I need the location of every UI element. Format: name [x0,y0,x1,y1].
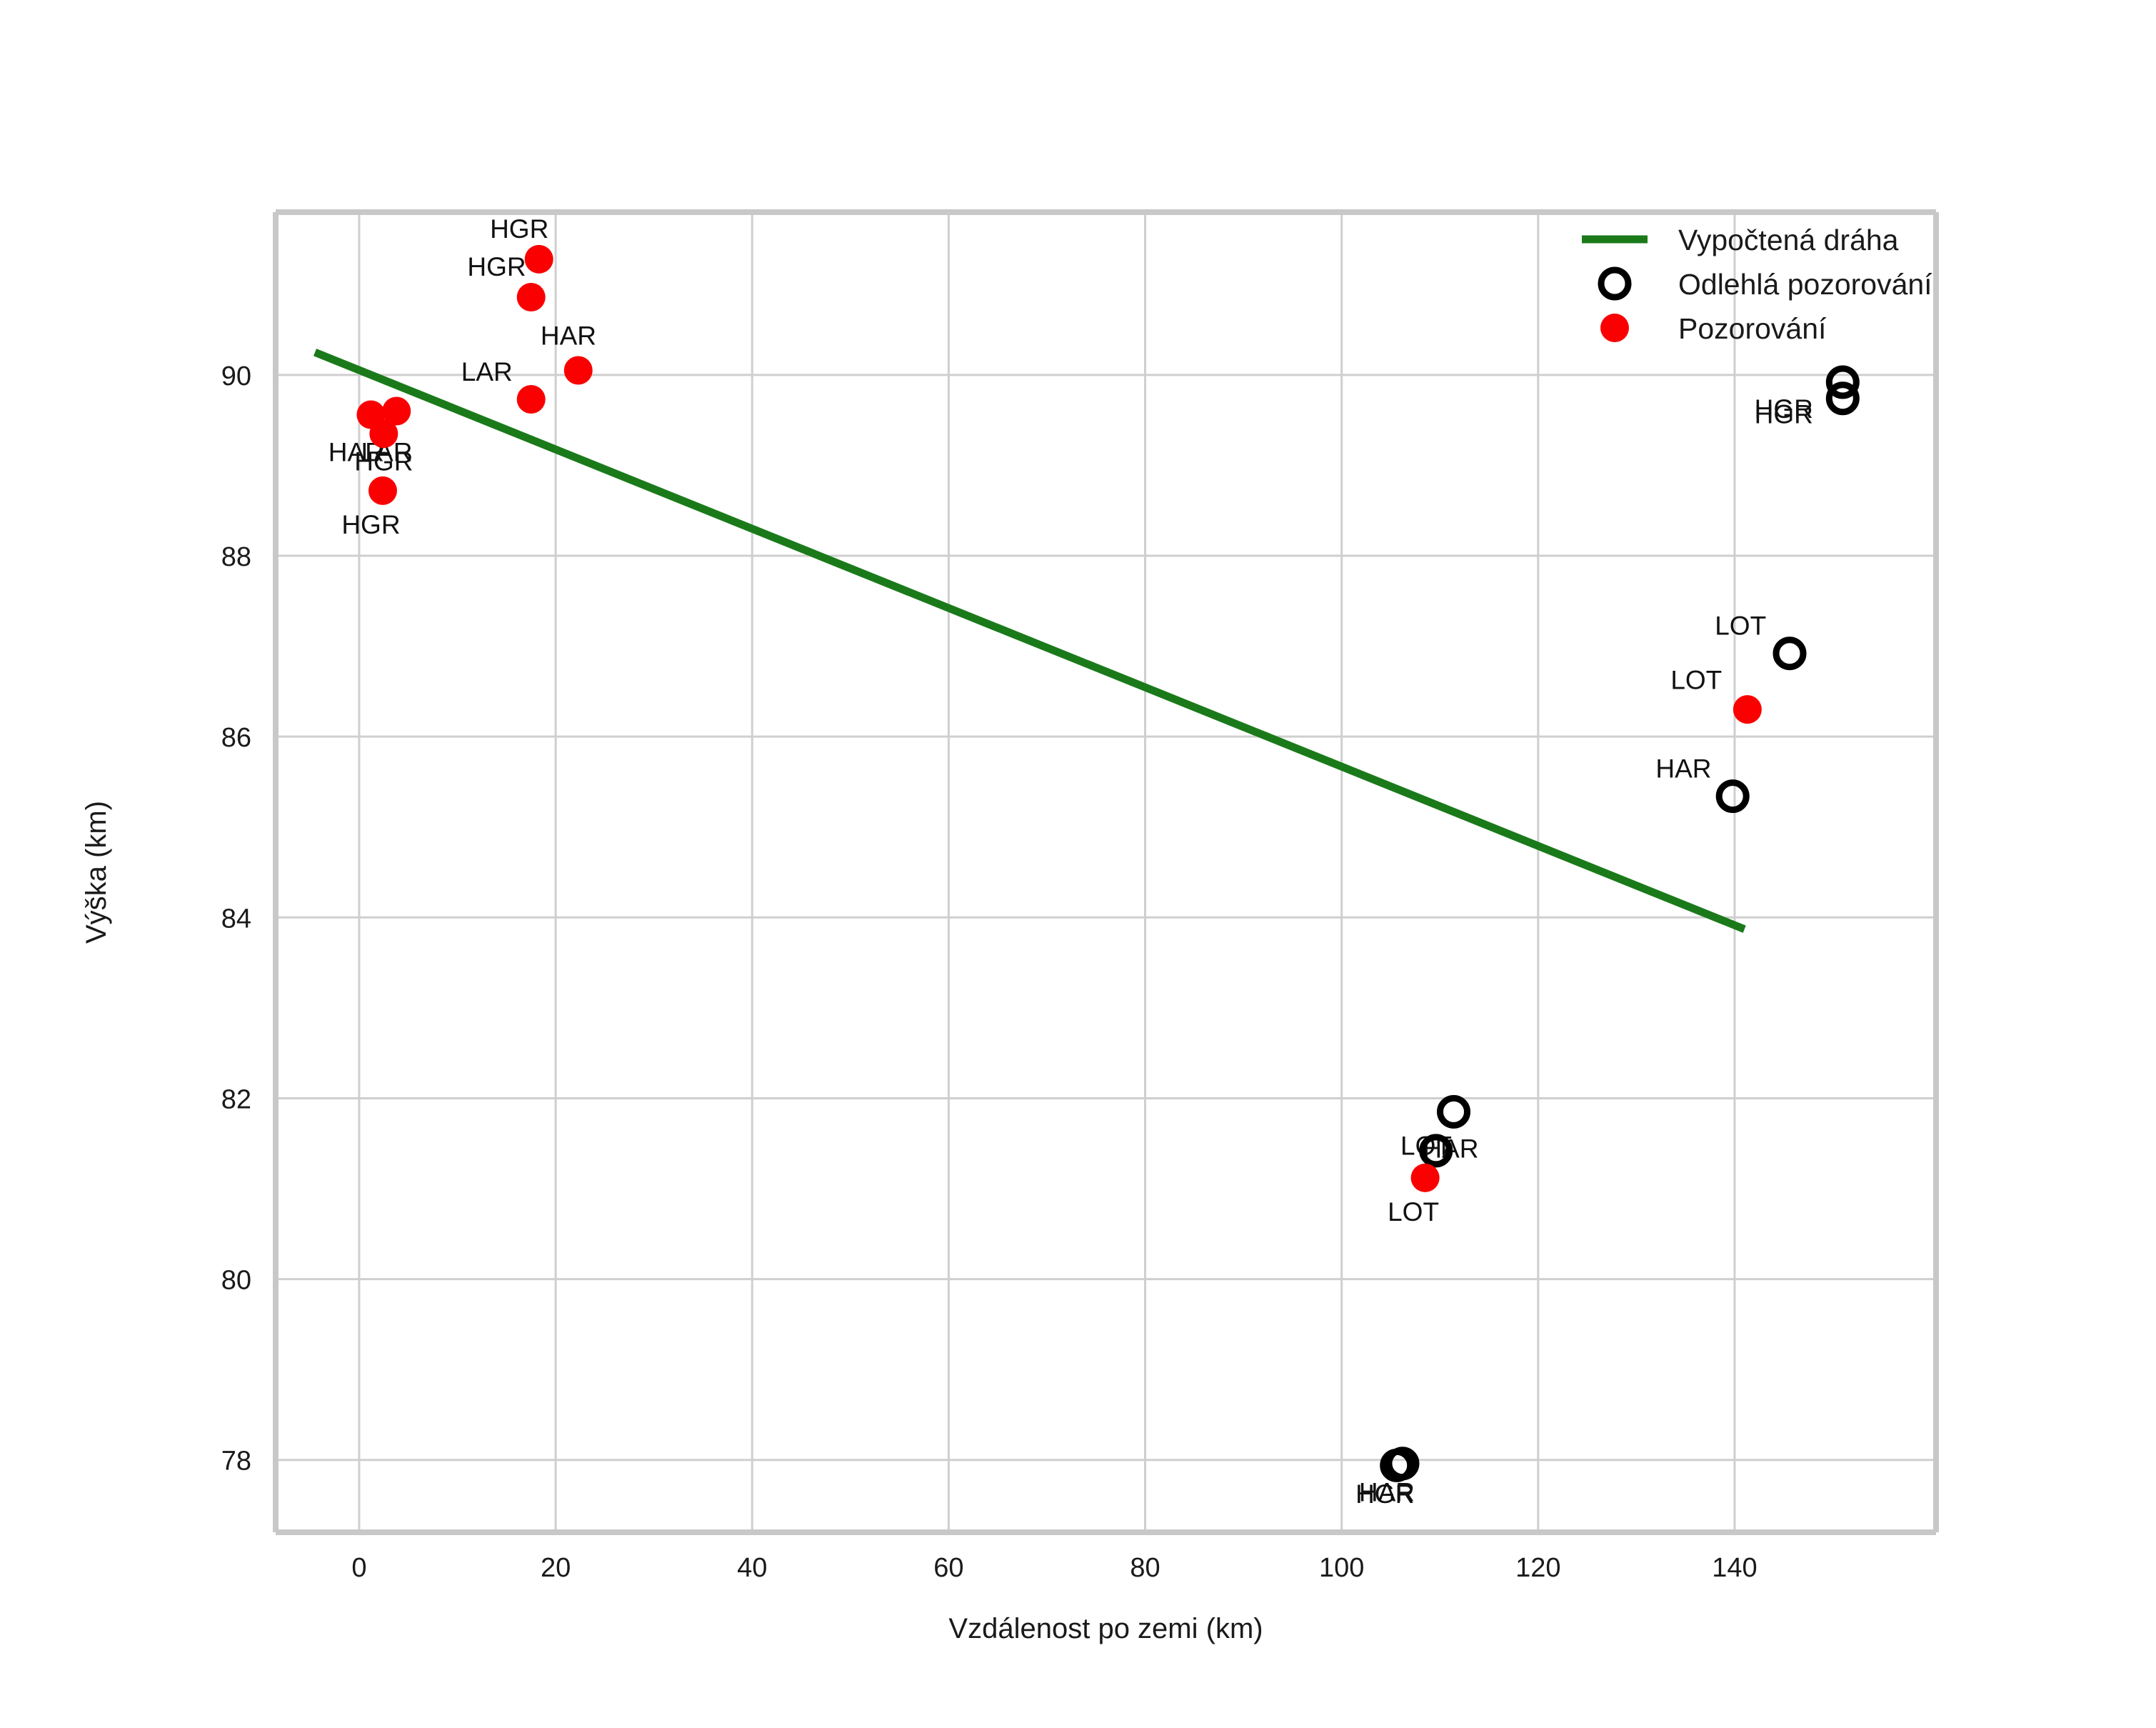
trajectory-line [313,349,1746,933]
y-tick-label: 86 [221,723,251,753]
point-label: HGR [1755,394,1813,424]
legend-label: Pozorování [1678,312,1827,345]
x-tick-label: 80 [1130,1553,1160,1583]
point-label: HGR [1755,400,1813,429]
observation-marker[interactable] [368,476,397,505]
point-markers-group [356,244,1860,1482]
outlier-marker[interactable] [1419,1134,1453,1168]
legend-open-circle-swatch [1598,266,1632,301]
point-label: HAR [1655,754,1711,784]
outlier-marker[interactable] [1715,779,1750,814]
observation-marker[interactable] [1733,695,1762,724]
outlier-marker[interactable] [1380,1448,1414,1482]
point-label: LAR [461,357,513,386]
y-tick-labels: 78 80 82 84 86 88 90 [221,361,251,1477]
observation-marker[interactable] [382,396,411,426]
outlier-marker[interactable] [1825,365,1860,399]
point-label: HAR [541,321,596,350]
legend-label: Vypočtená dráha [1678,224,1899,256]
x-tick-labels: 0 20 40 60 80 100 120 140 [351,1553,1757,1583]
observation-marker[interactable] [524,244,553,274]
point-label: HGR [354,446,413,476]
legend-filled-circle-swatch [1600,314,1629,342]
y-tick-label: 82 [221,1084,251,1114]
grid-lines [276,212,1936,1532]
x-tick-label: 140 [1712,1553,1757,1583]
point-label: LOT [1715,611,1766,641]
y-tick-label: 90 [221,361,251,391]
y-tick-label: 78 [221,1447,251,1477]
y-tick-label: 88 [221,542,251,572]
observation-marker[interactable] [1410,1163,1440,1192]
x-axis-title: Vzdálenost po zemi (km) [948,1613,1263,1644]
plot-area-background [276,212,1936,1532]
x-tick-label: 120 [1515,1553,1560,1583]
outlier-marker[interactable] [1437,1094,1471,1129]
legend-label: Odlehlá pozorování [1678,268,1932,301]
outlier-marker[interactable] [1825,381,1860,416]
data-series-group [313,349,1746,933]
point-label: HGR [467,252,526,281]
x-tick-label: 40 [737,1553,767,1583]
point-label: HGR [490,214,548,244]
outlier-marker[interactable] [1773,636,1807,671]
observation-marker[interactable] [369,419,398,449]
point-label: HGR [1355,1479,1414,1509]
y-axis-title: Výška (km) [81,801,112,944]
y-tick-label: 84 [221,904,251,934]
x-tick-label: 0 [351,1553,366,1583]
point-label: HGR [341,510,400,539]
observation-marker[interactable] [516,282,546,311]
axis-frame [273,209,1939,1535]
point-label: LOT [1388,1197,1439,1227]
y-tick-label: 80 [221,1266,251,1296]
x-tick-label: 60 [933,1553,963,1583]
point-label: LOT [1670,666,1722,695]
chart-legend: Vypočtená dráha Odlehlá pozorování Pozorov… [1582,224,1932,345]
x-tick-label: 20 [541,1553,571,1583]
observation-marker[interactable] [563,356,593,385]
x-tick-label: 100 [1319,1553,1364,1583]
point-label: HAR [1359,1477,1415,1507]
observation-marker[interactable] [516,385,546,414]
